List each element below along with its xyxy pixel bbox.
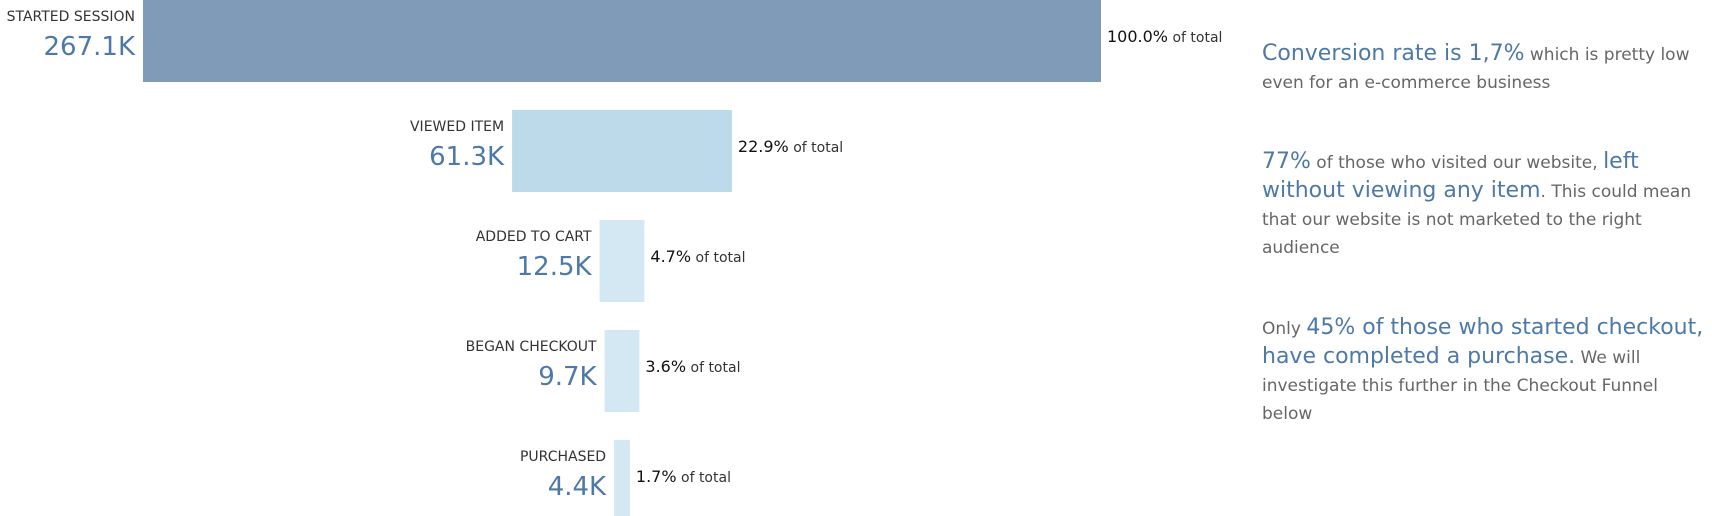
insight-conversion-rate: Conversion rate is 1,7% which is pretty …: [1262, 40, 1710, 97]
stage-value-label: 61.3K: [429, 142, 505, 172]
funnel-chart: STARTED SESSION 267.1K 100.0% of total VIEW…: [7, 0, 1222, 516]
funnel-bar: [604, 330, 640, 412]
percent-of-total-label: 22.9% of total: [738, 137, 843, 156]
insight-checkout: Only 45% of those who started checkout, …: [1262, 314, 1710, 428]
stage-label: VIEWED ITEM: [410, 119, 504, 135]
stage-label: ADDED TO CART: [476, 229, 592, 245]
insight-text: . This could mean that our website is no…: [1262, 182, 1692, 258]
insight-text: of those who visited our website,: [1310, 153, 1604, 173]
stage-value-label: 12.5K: [517, 252, 593, 282]
percent-of-total-label: 1.7% of total: [636, 467, 731, 486]
funnel-bar: [599, 220, 645, 302]
insight-highlight: 77%: [1262, 149, 1311, 174]
stage-value-label: 4.4K: [548, 472, 607, 502]
insight-text: We will investigate this further in the …: [1262, 348, 1658, 424]
insight-highlight: Conversion rate is 1,7%: [1262, 41, 1525, 66]
stage-value-label: 9.7K: [538, 362, 597, 392]
percent-of-total-label: 100.0% of total: [1107, 27, 1222, 46]
funnel-bar: [143, 0, 1101, 82]
stage-label: STARTED SESSION: [7, 9, 135, 25]
insight-dropoff: 77% of those who visited our website, le…: [1262, 148, 1710, 262]
insight-text: which is pretty low even for an e-commer…: [1262, 45, 1690, 93]
percent-of-total-label: 4.7% of total: [650, 247, 745, 266]
stage-value-label: 267.1K: [44, 32, 136, 62]
funnel-bar: [512, 110, 732, 192]
percent-of-total-label: 3.6% of total: [645, 357, 740, 376]
insight-text: Only: [1262, 319, 1307, 339]
funnel-bar: [614, 440, 630, 516]
insight-highlight: left without viewing any item: [1262, 149, 1639, 203]
stage-label: BEGAN CHECKOUT: [466, 339, 597, 355]
insight-highlight: 45% of those who started checkout, have …: [1262, 315, 1704, 369]
stage-label: PURCHASED: [520, 449, 606, 465]
